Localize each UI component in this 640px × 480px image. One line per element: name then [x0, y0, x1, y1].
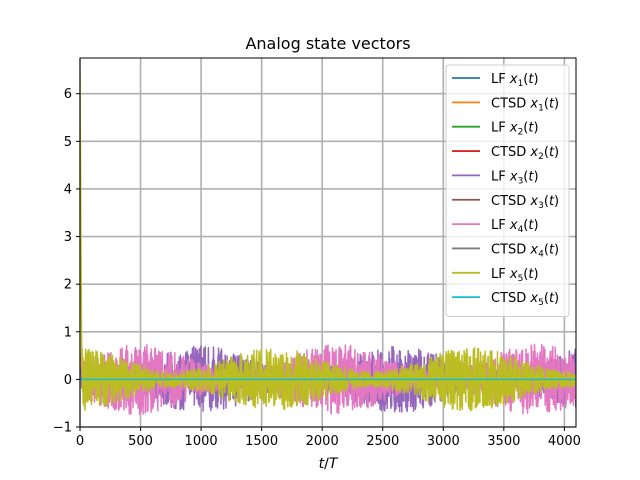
- legend-sub: 3: [518, 176, 524, 186]
- x-tick-label: 2000: [306, 434, 339, 449]
- axis-ticks: 0 500 1000 1500 2000 2500 3000 3500 4000 −1 0 1 2 3 4 5…: [53, 87, 581, 449]
- legend-sub: 1: [518, 79, 524, 89]
- legend-var: x: [509, 121, 518, 136]
- legend-sub: 5: [518, 274, 524, 284]
- legend-arg: (t): [544, 96, 559, 111]
- legend-frame: [445, 64, 570, 317]
- x-label-slash: /: [324, 456, 329, 472]
- series-layer: [80, 74, 576, 416]
- legend-entry-label: LF x4(t): [491, 218, 539, 235]
- legend: LF x1(t)CTSD x1(t)LF x2(t)CTSD x2(t)LF x…: [445, 64, 570, 317]
- chart-title: Analog state vectors: [245, 34, 410, 53]
- legend-sub: 2: [538, 152, 544, 162]
- legend-sub: 4: [518, 225, 524, 235]
- legend-prefix: LF: [491, 121, 510, 136]
- legend-var: x: [509, 218, 518, 233]
- y-tick-label: 0: [64, 373, 72, 388]
- x-tick-label: 1000: [185, 434, 218, 449]
- y-tick-label: 3: [64, 230, 72, 245]
- y-tick-label: 2: [64, 278, 72, 293]
- legend-var: x: [529, 194, 538, 209]
- legend-arg: (t): [544, 291, 559, 306]
- x-tick-label: 3500: [487, 434, 520, 449]
- legend-entry-label: CTSD x5(t): [491, 291, 559, 308]
- legend-arg: (t): [544, 145, 559, 160]
- legend-var: x: [509, 267, 518, 282]
- legend-entry-label: LF x1(t): [491, 72, 539, 89]
- legend-arg: (t): [523, 218, 538, 233]
- legend-prefix: CTSD: [491, 242, 530, 257]
- legend-prefix: LF: [491, 169, 510, 184]
- x-axis-label: t/T: [319, 456, 339, 472]
- legend-var: x: [529, 291, 538, 306]
- legend-var: x: [529, 242, 538, 257]
- x-tick-label: 500: [128, 434, 153, 449]
- legend-sub: 2: [518, 128, 524, 138]
- legend-arg: (t): [523, 121, 538, 136]
- legend-entry-label: CTSD x2(t): [491, 145, 559, 162]
- legend-prefix: LF: [491, 218, 510, 233]
- legend-prefix: LF: [491, 72, 510, 87]
- legend-entry-label: LF x5(t): [491, 267, 539, 284]
- y-tick-label: 1: [64, 325, 72, 340]
- legend-arg: (t): [523, 267, 538, 282]
- legend-arg: (t): [523, 169, 538, 184]
- legend-var: x: [529, 96, 538, 111]
- legend-prefix: CTSD: [491, 291, 530, 306]
- x-label-num: t: [319, 456, 325, 472]
- legend-entry-label: CTSD x3(t): [491, 194, 559, 211]
- legend-prefix: CTSD: [491, 145, 530, 160]
- legend-arg: (t): [523, 72, 538, 87]
- legend-entry-label: LF x2(t): [491, 121, 539, 138]
- legend-sub: 3: [538, 201, 544, 211]
- y-tick-label: −1: [53, 421, 72, 436]
- legend-sub: 5: [538, 298, 544, 308]
- legend-prefix: CTSD: [491, 194, 530, 209]
- x-tick-label: 2500: [366, 434, 399, 449]
- y-tick-label: 6: [64, 87, 72, 102]
- legend-arg: (t): [544, 194, 559, 209]
- x-tick-label: 3000: [427, 434, 460, 449]
- plot-frame: [79, 57, 577, 428]
- legend-arg: (t): [544, 242, 559, 257]
- legend-entry-label: CTSD x1(t): [491, 96, 559, 113]
- legend-entry-label: LF x3(t): [491, 169, 539, 186]
- x-tick-label: 4000: [548, 434, 581, 449]
- legend-prefix: LF: [491, 267, 510, 282]
- y-tick-label: 5: [64, 135, 72, 150]
- series-line-9: [80, 74, 576, 412]
- legend-var: x: [509, 72, 518, 87]
- x-label-den: T: [329, 456, 339, 472]
- legend-var: x: [529, 145, 538, 160]
- legend-prefix: CTSD: [491, 96, 530, 111]
- legend-entry-label: CTSD x4(t): [491, 242, 559, 259]
- legend-var: x: [509, 169, 518, 184]
- x-tick-label: 1500: [245, 434, 278, 449]
- legend-sub: 1: [538, 103, 544, 113]
- y-tick-label: 4: [64, 182, 72, 197]
- x-tick-label: 0: [76, 434, 84, 449]
- legend-sub: 4: [538, 249, 544, 259]
